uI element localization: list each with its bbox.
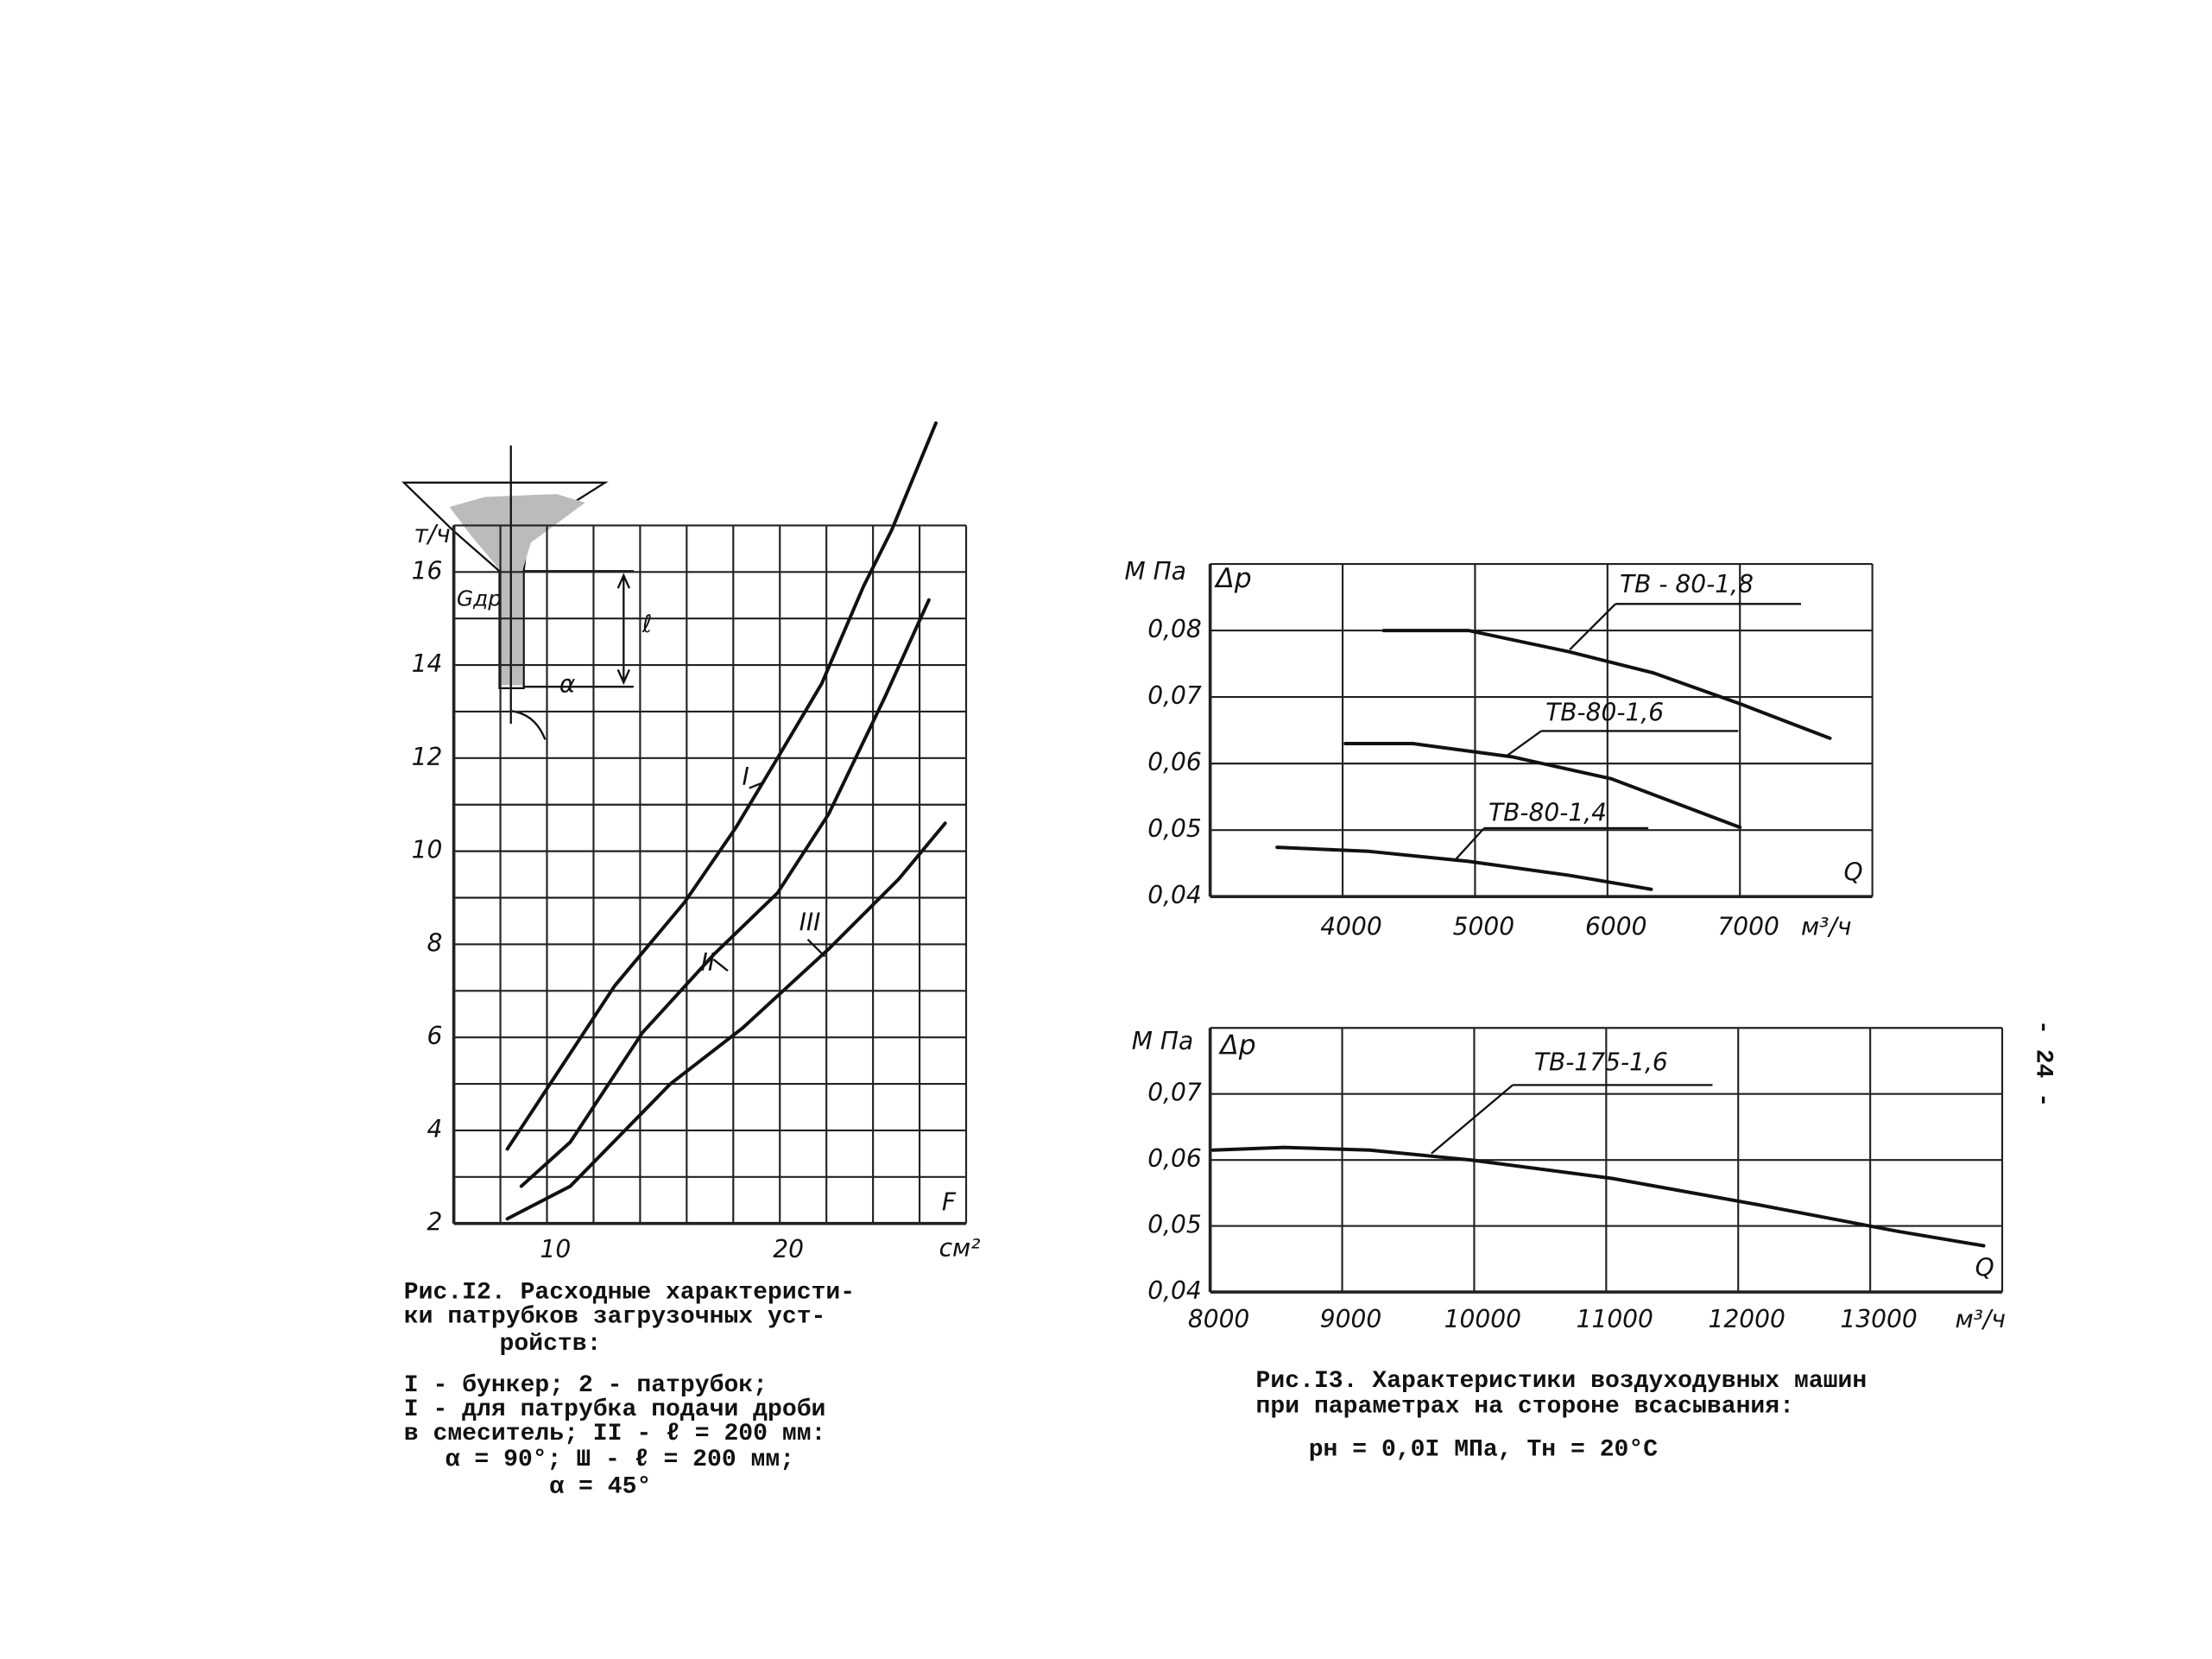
y-unit: М Па (1132, 1027, 1193, 1055)
series-line (1275, 845, 1653, 891)
caption-line: ройств: (500, 1331, 602, 1358)
y-unit: М Па (1124, 557, 1185, 586)
series-label: II (701, 948, 716, 977)
x-axis-label: F (942, 1188, 957, 1217)
length-label: ℓ (641, 610, 653, 638)
x-tick-label: 12000 (1708, 1305, 1785, 1333)
flow-label: Gдр (457, 586, 502, 611)
y-tick-label: 4 (427, 1115, 443, 1143)
caption-line: Рис.I3. Характеристики воздуходувных маш… (1256, 1368, 1868, 1395)
series-line (505, 821, 947, 1221)
x-tick-label: 4000 (1320, 913, 1381, 941)
y-tick-label: 10 (412, 836, 443, 864)
x-tick-label: 8000 (1188, 1305, 1249, 1333)
y-tick-label: 0,04 (1147, 1276, 1202, 1305)
label-leader (712, 959, 729, 972)
caption-line: α = 90°; Ш - ℓ = 200 мм; (446, 1447, 794, 1473)
label-leader (806, 938, 826, 958)
label-leader (1431, 1084, 1514, 1155)
x-unit: м³/ч (1955, 1305, 2005, 1333)
y-tick-label: 0,04 (1147, 881, 1202, 909)
y-tick-label: 6 (427, 1022, 443, 1050)
series-line (1381, 629, 1832, 740)
x-unit: см² (939, 1233, 981, 1262)
caption-line: в смеситель; II - ℓ = 200 мм: (404, 1421, 826, 1447)
caption-line: pн = 0,0I МПа, Tн = 20°С (1309, 1436, 1659, 1463)
y-unit: т/ч (414, 520, 450, 548)
label-leader (1455, 827, 1485, 860)
series-label: ТВ-80-1,4 (1488, 798, 1607, 826)
y-axis-label: Δp (1218, 1030, 1255, 1061)
caption-line: α = 45° (549, 1473, 651, 1500)
chart: 0,04 0,05 0,06 0,07 0,08 4000 5000 6000 7000 М Па… (1124, 557, 1874, 941)
label-leader (1569, 603, 1616, 651)
x-tick-label: 5000 (1453, 913, 1514, 941)
series-line (505, 421, 938, 1151)
x-tick-label: 10000 (1444, 1305, 1521, 1333)
y-tick-label: 16 (412, 556, 443, 585)
x-axis-label: Q (1844, 858, 1863, 887)
label-leader (1505, 730, 1542, 758)
caption-line: ки патрубков загрузочных уст- (404, 1304, 826, 1331)
series-line (1210, 1145, 1986, 1248)
x-tick-label: 20 (773, 1235, 804, 1263)
x-axis-label: Q (1975, 1254, 1994, 1282)
funnel-sketch: ℓ Gдр α (401, 445, 653, 740)
x-tick-label: 13000 (1840, 1305, 1917, 1333)
series-line (519, 598, 931, 1188)
x-tick-label: 7000 (1717, 913, 1779, 941)
series-label: I (743, 763, 749, 791)
page-number: - 24 - (2030, 1020, 2057, 1107)
y-tick-label: 0,07 (1147, 681, 1202, 710)
x-tick-label: 9000 (1320, 1305, 1381, 1333)
x-unit: м³/ч (1801, 913, 1852, 941)
y-tick-label: 0,06 (1147, 748, 1202, 776)
angle-label: α (559, 670, 576, 699)
chart: 0,04 0,05 0,06 0,07 8000 9000 10000 11000 12000 1… (1132, 1027, 2006, 1463)
y-tick-label: 0,08 (1147, 615, 1202, 643)
series-line (1343, 742, 1742, 830)
y-tick-label: 14 (412, 649, 443, 678)
y-axis-label: Δp (1214, 563, 1251, 594)
x-tick-label: 11000 (1577, 1305, 1653, 1333)
caption-line: I - бункер; 2 - патрубок; (404, 1372, 768, 1399)
x-tick-label: 10 (540, 1235, 572, 1263)
y-tick-label: 2 (427, 1208, 443, 1237)
y-tick-label: 12 (412, 743, 443, 771)
y-tick-label: 8 (427, 928, 443, 957)
series-label: ТВ-80-1,6 (1545, 699, 1664, 727)
series-label: III (799, 909, 821, 937)
label-leader (749, 781, 764, 789)
caption-line: при параметрах на стороне всасывания: (1256, 1394, 1794, 1421)
y-tick-label: 0,07 (1147, 1079, 1202, 1107)
caption-line: I - для патрубка подачи дроби (404, 1396, 826, 1423)
caption-line: Рис.I2. Расходные характеристи- (404, 1279, 855, 1306)
y-tick-label: 0,06 (1147, 1144, 1202, 1173)
y-tick-label: 0,05 (1147, 1211, 1202, 1239)
y-tick-label: 0,05 (1147, 814, 1202, 843)
series-label: ТВ - 80-1,8 (1620, 570, 1754, 598)
series-label: ТВ-175-1,6 (1534, 1048, 1668, 1077)
x-tick-label: 6000 (1585, 913, 1646, 941)
